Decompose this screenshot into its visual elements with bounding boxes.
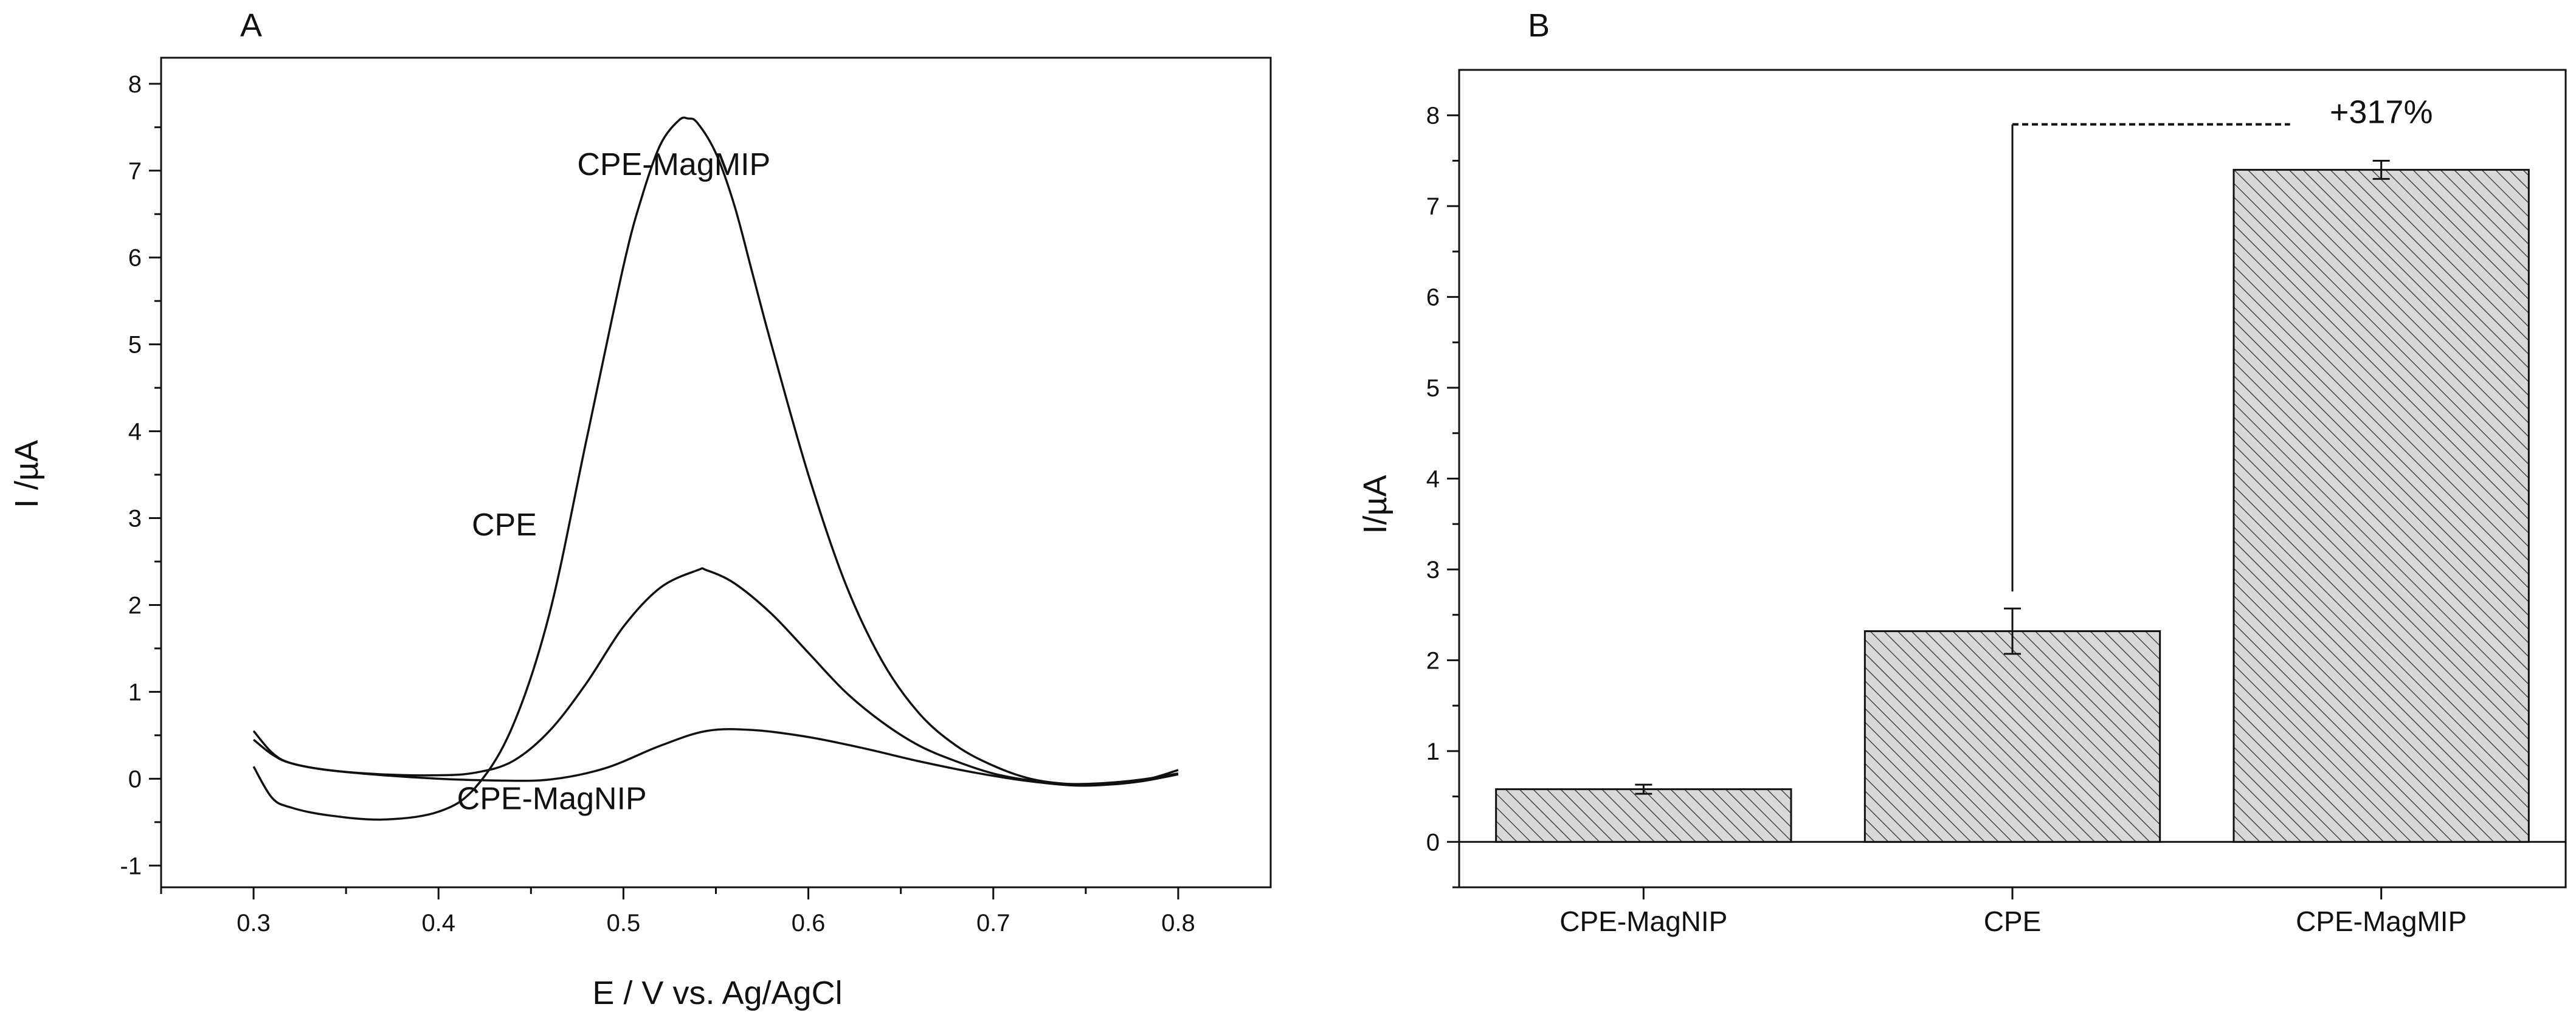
- y-tick-label: 8: [1426, 103, 1440, 129]
- bar-cpe-magmip: [2232, 168, 2530, 843]
- y-tick-label: 4: [1426, 466, 1440, 493]
- panel-label-b: B: [1528, 7, 1550, 44]
- x-tick-label: 0.6: [792, 910, 826, 937]
- y-tick-label: 3: [1426, 557, 1440, 583]
- y-tick-label: 8: [128, 71, 142, 98]
- series-label-cpe: CPE: [472, 507, 537, 543]
- y-tick-label: 5: [1426, 375, 1440, 402]
- annotation-label: +317%: [2330, 94, 2433, 131]
- panel-a-x-axis-label: E / V vs. Ag/AgCl: [592, 975, 842, 1011]
- bar-cpe: [1863, 630, 2161, 843]
- y-tick-label: 3: [128, 506, 142, 532]
- y-tick-label: 2: [1426, 647, 1440, 674]
- panel-a-chart: A 0.3 0.4 0.5 0.6 0.7 0.8 -1 0 1 2 3 4 5 6 7 8 CPE-MagM…: [9, 7, 1272, 1011]
- y-tick-label: 6: [1426, 284, 1440, 311]
- series-line-cpe-magmip: [252, 116, 1179, 821]
- bar-cpe-magnip: [1495, 788, 1792, 843]
- x-tick-label: 0.5: [607, 910, 641, 937]
- x-tick-label: 0.3: [237, 910, 271, 937]
- x-tick-label: 0.8: [1161, 910, 1195, 937]
- panel-a-y-axis-label: I /µA: [9, 440, 45, 508]
- panel-b-axes: 0 1 2 3 4 5 6 7 8 CPE-MagNIP CPE CPE-MagMIP: [1426, 103, 2566, 937]
- series-line-cpe-magnip: [252, 728, 1179, 787]
- x-tick-label-cpe-magmip: CPE-MagMIP: [2296, 906, 2467, 937]
- y-tick-label: 0: [1426, 829, 1440, 856]
- series-line-cpe: [252, 567, 1179, 785]
- series-label-cpe-magmip: CPE-MagMIP: [577, 147, 770, 182]
- panel-a-series-labels: CPE-MagMIP CPE CPE-MagNIP: [457, 147, 771, 816]
- y-tick-label: 0: [128, 766, 142, 792]
- y-tick-label: 7: [128, 158, 142, 185]
- series-label-cpe-magnip: CPE-MagNIP: [457, 781, 647, 816]
- panel-label-a: A: [240, 7, 262, 44]
- panel-b-annotation: +317%: [2011, 94, 2433, 592]
- panel-b-chart: B 0 1 2 3 4 5 6 7 8 CPE-MagNIP CPE CPE-MagMIP +317%…: [1357, 7, 2567, 937]
- panel-b-y-axis-label: I/µA: [1357, 475, 1393, 534]
- y-tick-label: 1: [1426, 738, 1440, 765]
- y-tick-label: 4: [128, 419, 142, 445]
- y-tick-label: 7: [1426, 193, 1440, 220]
- x-tick-label: 0.4: [421, 910, 455, 937]
- panel-a-series: [252, 116, 1179, 821]
- y-tick-label: 6: [128, 245, 142, 272]
- y-tick-label: 5: [128, 332, 142, 359]
- x-tick-label-cpe-magnip: CPE-MagNIP: [1559, 906, 1727, 937]
- x-tick-label-cpe: CPE: [1984, 906, 2042, 937]
- y-tick-label: 1: [128, 679, 142, 706]
- x-tick-label: 0.7: [976, 910, 1010, 937]
- y-tick-label: -1: [120, 853, 142, 879]
- y-tick-label: 2: [128, 592, 142, 619]
- panel-a-axes: 0.3 0.4 0.5 0.6 0.7 0.8 -1 0 1 2 3 4 5 6 7 8: [120, 71, 1195, 937]
- panel-b-bars: [1495, 159, 2530, 843]
